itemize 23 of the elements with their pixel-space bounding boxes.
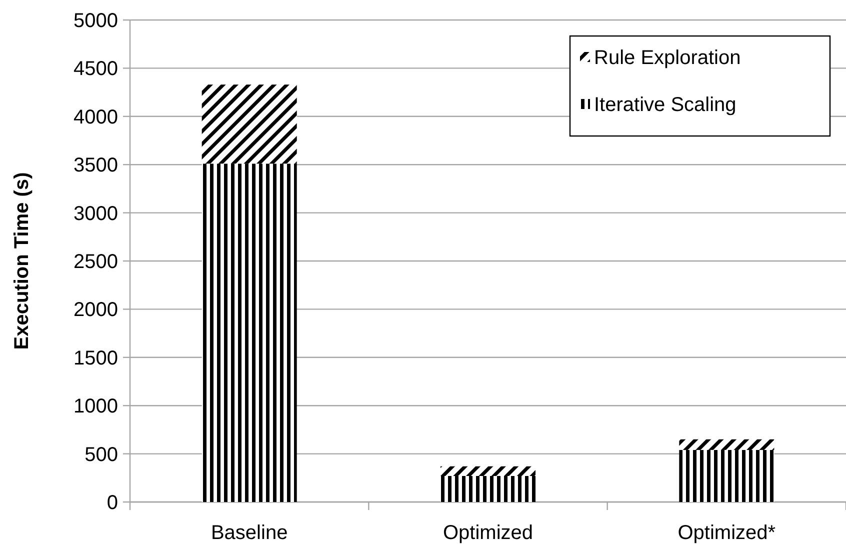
y-tick-label: 1000 — [74, 396, 118, 418]
bar — [202, 84, 297, 164]
bar — [202, 164, 297, 502]
y-tick-label: 3500 — [74, 154, 118, 177]
y-tick-label: 4500 — [74, 58, 118, 80]
bar — [679, 439, 774, 450]
y-tick-label: 2000 — [74, 299, 118, 322]
y-tick-label: 500 — [84, 444, 118, 466]
y-tick-label: 4000 — [74, 106, 118, 128]
y-tick-label: 3000 — [74, 202, 118, 225]
x-tick-label: Optimized* — [678, 522, 776, 544]
bar — [440, 466, 536, 476]
x-tick-label: Optimized — [442, 522, 534, 544]
y-tick-label: 5000 — [74, 10, 118, 32]
bar — [440, 476, 536, 502]
legend-label: Iterative Scaling — [594, 94, 736, 116]
legend-label: Rule Exploration — [594, 47, 741, 69]
y-tick-label: 2500 — [74, 251, 118, 273]
bar — [679, 450, 774, 502]
y-axis-title: Execution Time (s) — [11, 172, 33, 350]
y-tick-label: 1500 — [74, 347, 118, 370]
y-tick-label: 0 — [106, 492, 118, 514]
x-tick-label: Baseline — [210, 522, 288, 544]
